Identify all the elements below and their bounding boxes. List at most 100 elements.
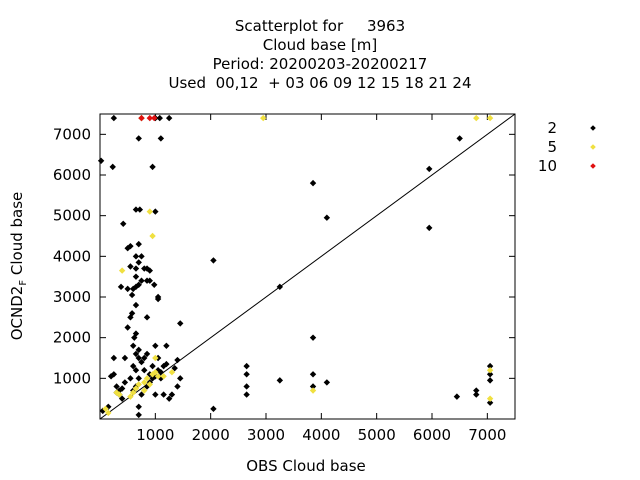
data-point-2 (117, 283, 125, 291)
data-point-5 (141, 379, 148, 386)
data-point-2 (128, 291, 136, 299)
legend-label-10: 10 (538, 157, 557, 175)
data-point-2 (149, 362, 156, 370)
data-point-5 (146, 381, 153, 388)
x-tick-label: 3000 (247, 426, 285, 444)
data-point-2 (154, 295, 162, 303)
plot-frame (99, 113, 516, 420)
data-point-2 (138, 391, 145, 398)
data-point-2 (135, 375, 142, 382)
data-point-2 (243, 362, 250, 370)
data-point-2 (113, 383, 120, 390)
data-point-2 (309, 371, 317, 378)
data-point-2 (121, 354, 129, 362)
data-point-5 (260, 114, 267, 122)
data-point-5 (149, 232, 156, 240)
y-tick-label: 5000 (53, 207, 91, 225)
data-point-2 (210, 405, 217, 413)
data-point-5 (118, 267, 126, 274)
legend-label-2: 2 (547, 119, 557, 137)
data-point-2 (127, 242, 134, 250)
data-point-2 (128, 310, 136, 317)
data-point-2 (97, 157, 105, 164)
data-point-2 (165, 395, 173, 402)
data-point-2 (160, 362, 167, 370)
data-point-2 (135, 354, 142, 362)
data-point-2 (141, 367, 148, 374)
data-point-2 (486, 362, 494, 370)
data-point-2 (276, 283, 284, 291)
x-tick-label: 4000 (302, 426, 340, 444)
data-point-2 (143, 314, 151, 321)
data-point-2 (141, 354, 148, 362)
legend-label-5: 5 (547, 138, 557, 156)
data-point-2 (146, 267, 153, 274)
data-point-5 (160, 373, 167, 380)
data-point-5 (309, 387, 317, 394)
data-point-2 (174, 356, 181, 364)
data-point-2 (486, 371, 494, 378)
data-point-2 (152, 208, 159, 215)
data-point-5 (486, 367, 494, 374)
data-point-2 (109, 163, 116, 171)
data-point-2 (156, 114, 163, 122)
data-point-2 (453, 393, 461, 400)
x-axis-label: OBS Cloud base (246, 457, 366, 475)
data-point-5 (486, 114, 494, 122)
data-point-2 (486, 399, 494, 406)
data-point-2 (132, 367, 140, 374)
data-point-2 (152, 342, 159, 349)
data-point-5 (102, 405, 109, 413)
data-point-2 (157, 375, 165, 382)
data-point-5 (105, 409, 112, 417)
y-axis-label-subscript: F (18, 280, 29, 286)
y-tick-label: 3000 (53, 288, 91, 306)
data-point-2 (151, 281, 158, 288)
data-point-2 (132, 206, 140, 213)
y-axis-label: OCND2F Cloud base (8, 192, 29, 341)
data-point-2 (323, 214, 331, 221)
data-point-5 (486, 395, 494, 402)
data-point-5 (116, 391, 123, 398)
data-point-5 (141, 387, 148, 394)
y-tick-label: 6000 (53, 166, 91, 184)
data-point-2 (135, 346, 142, 354)
data-point-2 (110, 354, 118, 362)
data-point-5 (135, 381, 142, 388)
data-point-2 (168, 391, 176, 398)
data-point-5 (127, 393, 134, 400)
data-point-2 (309, 334, 317, 341)
data-point-5 (146, 208, 153, 215)
x-tick-label: 2000 (192, 426, 230, 444)
data-point-2 (473, 387, 480, 394)
chart-title-line-2: Cloud base [m] (262, 36, 378, 54)
data-point-2 (120, 220, 127, 227)
chart-title-line-4: Used 00,12 + 03 06 09 12 15 18 21 24 (168, 74, 472, 92)
y-tick-label: 7000 (53, 125, 91, 143)
data-point-2 (132, 350, 140, 358)
data-point-2 (157, 135, 165, 142)
data-point-2 (118, 385, 126, 392)
data-point-2 (138, 277, 145, 284)
data-point-2 (171, 364, 178, 372)
data-point-2 (177, 375, 184, 382)
data-point-2 (210, 257, 217, 264)
data-point-2 (174, 383, 181, 390)
data-point-2 (110, 371, 118, 378)
data-point-2 (105, 403, 112, 410)
data-point-2 (473, 391, 480, 398)
y-axis-label-suffix: Cloud base (8, 192, 26, 280)
data-point-2 (135, 403, 142, 410)
data-point-2 (309, 383, 317, 390)
legend-marker-2 (590, 125, 596, 131)
legend-marker-5 (590, 144, 596, 150)
data-point-2 (135, 281, 142, 288)
data-point-2 (127, 263, 134, 270)
data-point-2 (149, 163, 156, 171)
data-point-2 (486, 377, 494, 384)
axis-ticks: 1000 2000 3000 4000 5000 6000 7000 1000 2000 3000… (53, 114, 515, 444)
data-point-2 (132, 301, 140, 309)
y-axis-label-main: OCND2 (8, 286, 26, 341)
